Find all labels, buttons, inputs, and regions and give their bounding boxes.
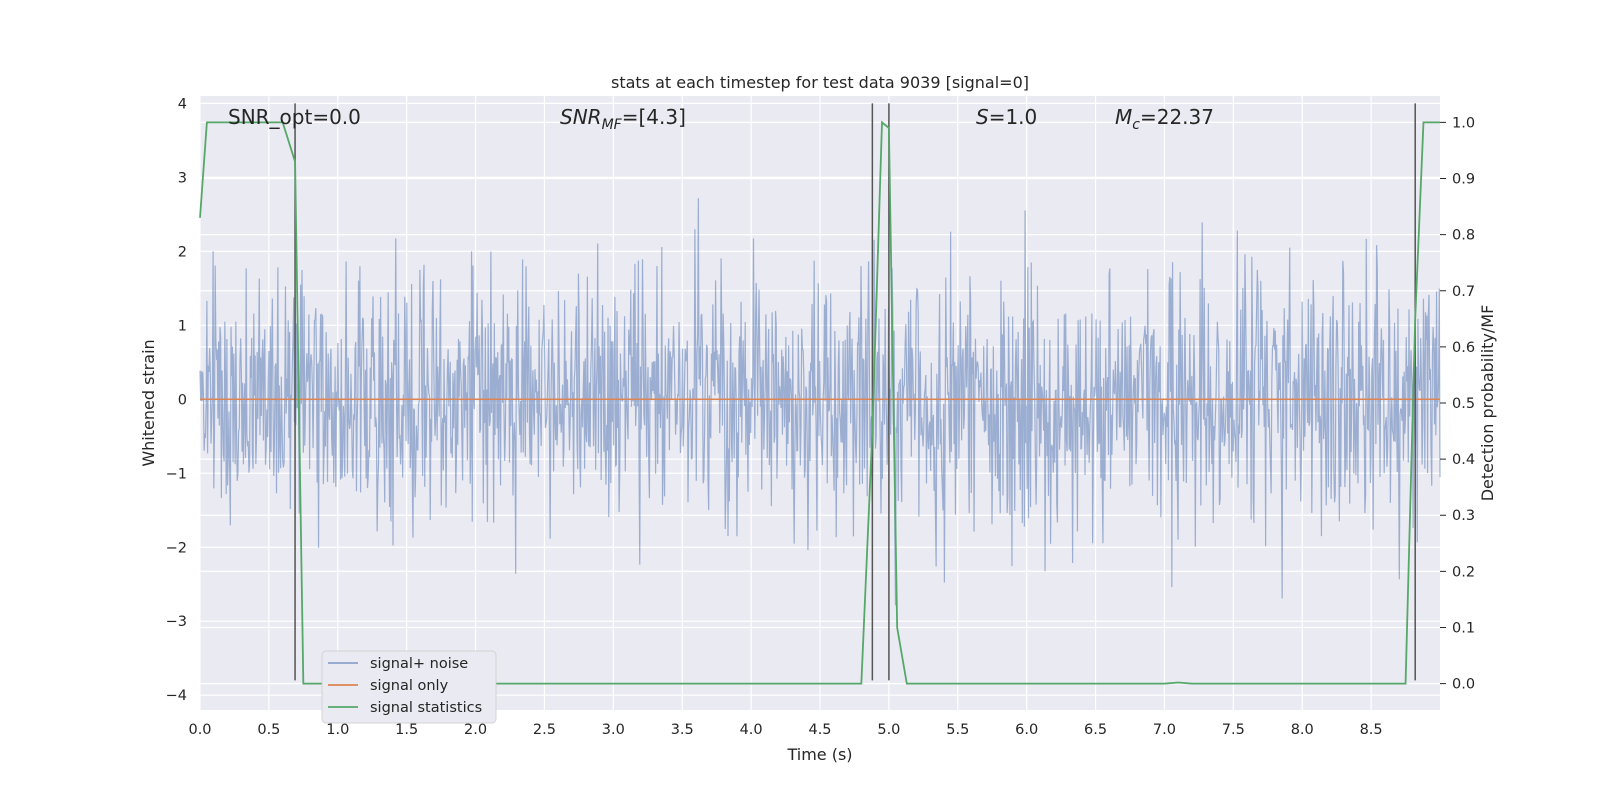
y-tick-label: −1 (166, 466, 187, 482)
legend-label-signal-noise: signal+ noise (370, 656, 468, 672)
x-tick-label: 4.0 (740, 722, 763, 738)
y-axis-label: Whitened strain (139, 339, 158, 466)
legend: signal+ noise signal only signal statist… (321, 650, 497, 724)
chart-title: stats at each timestep for test data 903… (611, 73, 1029, 92)
y-tick-label: 2 (178, 244, 187, 260)
y2-tick-label: 0.3 (1452, 508, 1475, 524)
x-tick-labels: 0.0 0.5 1.0 1.5 2.0 2.5 3.0 3.5 4.0 4.5 5.0 5.5 6.0 6… (188, 722, 1382, 738)
y-tick-label: 1 (178, 318, 187, 334)
legend-box (321, 650, 497, 724)
x-tick-label: 6.5 (1084, 722, 1107, 738)
legend-label-signal-only: signal only (370, 678, 449, 694)
y-tick-label: −4 (166, 688, 187, 704)
annotation-mc: Mc=22.37 (1115, 105, 1214, 133)
x-axis-label: Time (s) (786, 745, 852, 764)
y-tick-label: 0 (178, 392, 187, 408)
x-tick-label: 0.0 (188, 722, 211, 738)
y2-tick-label: 0.4 (1452, 452, 1475, 468)
y2-tick-label: 1.0 (1452, 115, 1475, 131)
annotation-snr-mf: SNRMF=[4.3] (560, 105, 686, 133)
y-tick-label: −2 (166, 540, 187, 556)
y-tick-label: 3 (178, 170, 187, 186)
signal-noise-line (199, 198, 1441, 606)
y-tick-label: 4 (178, 96, 187, 112)
y2-tick-label: 0.9 (1452, 172, 1475, 188)
x-tick-label: 5.0 (877, 722, 900, 738)
annotation-snr-opt: SNR_opt=0.0 (228, 105, 361, 129)
x-tick-label: 7.0 (1153, 722, 1176, 738)
signal-statistics-series (199, 120, 1440, 685)
x-tick-label: 1.0 (326, 722, 349, 738)
x-tick-label: 3.5 (671, 722, 694, 738)
y2-tick-label: 0.6 (1452, 340, 1475, 356)
x-tick-label: 0.5 (257, 722, 280, 738)
x-tick-label: 2.5 (533, 722, 556, 738)
x-tick-label: 2.0 (464, 722, 487, 738)
y2-tick-labels: 0.0 0.1 0.2 0.3 0.4 0.5 0.6 0.7 0.8 0.9 1.0 (1440, 115, 1475, 693)
x-tick-label: 8.5 (1360, 722, 1383, 738)
y2-tick-label: 0.2 (1452, 564, 1475, 580)
y2-tick-label: 0.0 (1452, 677, 1475, 693)
legend-label-signal-statistics: signal statistics (370, 700, 482, 716)
y2-tick-label: 0.8 (1452, 228, 1475, 244)
detection-vlines (294, 103, 1416, 681)
y2-tick-label: 0.5 (1452, 396, 1475, 412)
x-tick-label: 3.0 (602, 722, 625, 738)
x-tick-label: 1.5 (395, 722, 418, 738)
y2-tick-label: 0.7 (1452, 284, 1475, 300)
x-tick-label: 7.5 (1222, 722, 1245, 738)
signal-noise-series (199, 198, 1441, 606)
y2-tick-label: 0.1 (1452, 620, 1475, 636)
x-tick-label: 4.5 (808, 722, 831, 738)
y-tick-label: −3 (166, 614, 187, 630)
y-tick-labels: −4 −3 −2 −1 0 1 2 3 4 (166, 96, 187, 704)
y2-axis-label: Detection probability/MF (1478, 305, 1497, 502)
x-tick-label: 5.5 (946, 722, 969, 738)
x-tick-label: 8.0 (1291, 722, 1314, 738)
x-tick-label: 6.0 (1015, 722, 1038, 738)
annotation-s: S=1.0 (976, 105, 1037, 129)
